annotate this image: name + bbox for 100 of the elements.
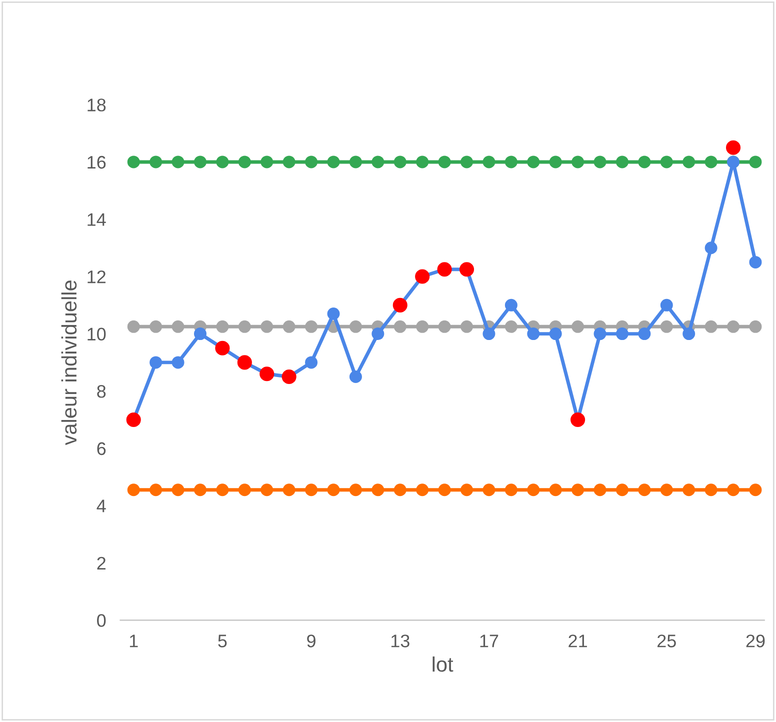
x-tick-label: 17	[480, 634, 498, 648]
point	[282, 484, 296, 496]
point	[216, 484, 229, 496]
point	[150, 320, 162, 333]
point	[482, 484, 496, 496]
point	[305, 320, 318, 333]
y-tick-label: 14	[88, 213, 106, 226]
point	[282, 156, 296, 168]
x-tick-label: 5	[218, 634, 227, 648]
point	[416, 484, 429, 496]
point	[150, 484, 162, 496]
point	[305, 156, 318, 168]
point	[549, 328, 562, 340]
point	[327, 156, 340, 168]
point	[638, 484, 651, 496]
point	[660, 320, 673, 333]
point	[172, 356, 184, 369]
point	[327, 484, 340, 496]
point	[260, 484, 274, 496]
point	[282, 320, 296, 333]
y-tick-label: 10	[88, 328, 106, 341]
point	[216, 156, 229, 168]
point	[749, 484, 762, 496]
point	[394, 484, 406, 496]
y-tick-label: 4	[96, 500, 106, 512]
x-tick-label: 9	[307, 634, 316, 648]
point	[660, 298, 673, 312]
point	[438, 320, 451, 333]
point	[372, 484, 384, 496]
point	[704, 242, 718, 254]
point	[260, 320, 274, 333]
point	[150, 156, 162, 168]
point	[704, 320, 718, 333]
point	[527, 156, 540, 168]
point	[594, 484, 606, 496]
y-tick-label: 8	[97, 385, 106, 398]
x-tick-label: 1	[130, 634, 138, 648]
point	[394, 320, 406, 333]
point	[260, 156, 274, 168]
y-tick-label: 16	[88, 156, 106, 169]
point	[150, 356, 162, 369]
point	[349, 320, 362, 333]
x-axis-title: lot	[432, 656, 454, 672]
point	[238, 320, 251, 333]
x-tick-label: 21	[568, 634, 587, 648]
y-tick-label: 18	[88, 98, 106, 112]
point	[682, 484, 696, 496]
point	[172, 320, 184, 333]
point	[127, 320, 140, 333]
point	[327, 308, 340, 320]
point	[216, 320, 229, 333]
point	[127, 484, 140, 496]
point	[638, 156, 651, 168]
x-tick-label: 25	[658, 634, 676, 648]
point	[504, 320, 518, 333]
point	[504, 156, 518, 168]
point	[438, 156, 451, 168]
y-tick-label: 2	[97, 556, 106, 570]
point	[349, 370, 362, 384]
point	[594, 328, 606, 340]
point	[349, 484, 362, 496]
y-tick-label: 0	[97, 614, 106, 627]
point	[504, 484, 518, 496]
point	[749, 156, 762, 168]
x-tick-label: 13	[391, 634, 410, 648]
y-tick-label: 12	[88, 270, 106, 284]
point	[438, 484, 451, 496]
point	[372, 328, 384, 340]
x-tick-label: 29	[746, 634, 765, 648]
point	[127, 156, 140, 168]
point	[504, 298, 518, 312]
point	[416, 320, 429, 333]
point	[238, 484, 251, 496]
point	[416, 156, 429, 168]
point	[527, 328, 540, 340]
point	[638, 328, 651, 340]
point	[460, 484, 473, 496]
point	[172, 484, 184, 496]
point	[305, 356, 318, 369]
point	[727, 320, 740, 333]
point	[460, 156, 473, 168]
point	[238, 156, 251, 168]
point	[372, 156, 384, 168]
point	[194, 156, 206, 168]
point	[682, 328, 696, 340]
point	[616, 156, 628, 168]
point	[394, 156, 406, 168]
point	[194, 328, 206, 340]
point	[727, 484, 740, 496]
point	[749, 256, 762, 268]
point	[749, 320, 762, 333]
point	[460, 320, 473, 333]
point	[616, 328, 628, 340]
point	[549, 156, 562, 168]
point	[527, 484, 540, 496]
point	[682, 156, 696, 168]
point	[549, 484, 562, 496]
point	[704, 484, 718, 496]
point	[482, 328, 496, 340]
point	[194, 484, 206, 496]
